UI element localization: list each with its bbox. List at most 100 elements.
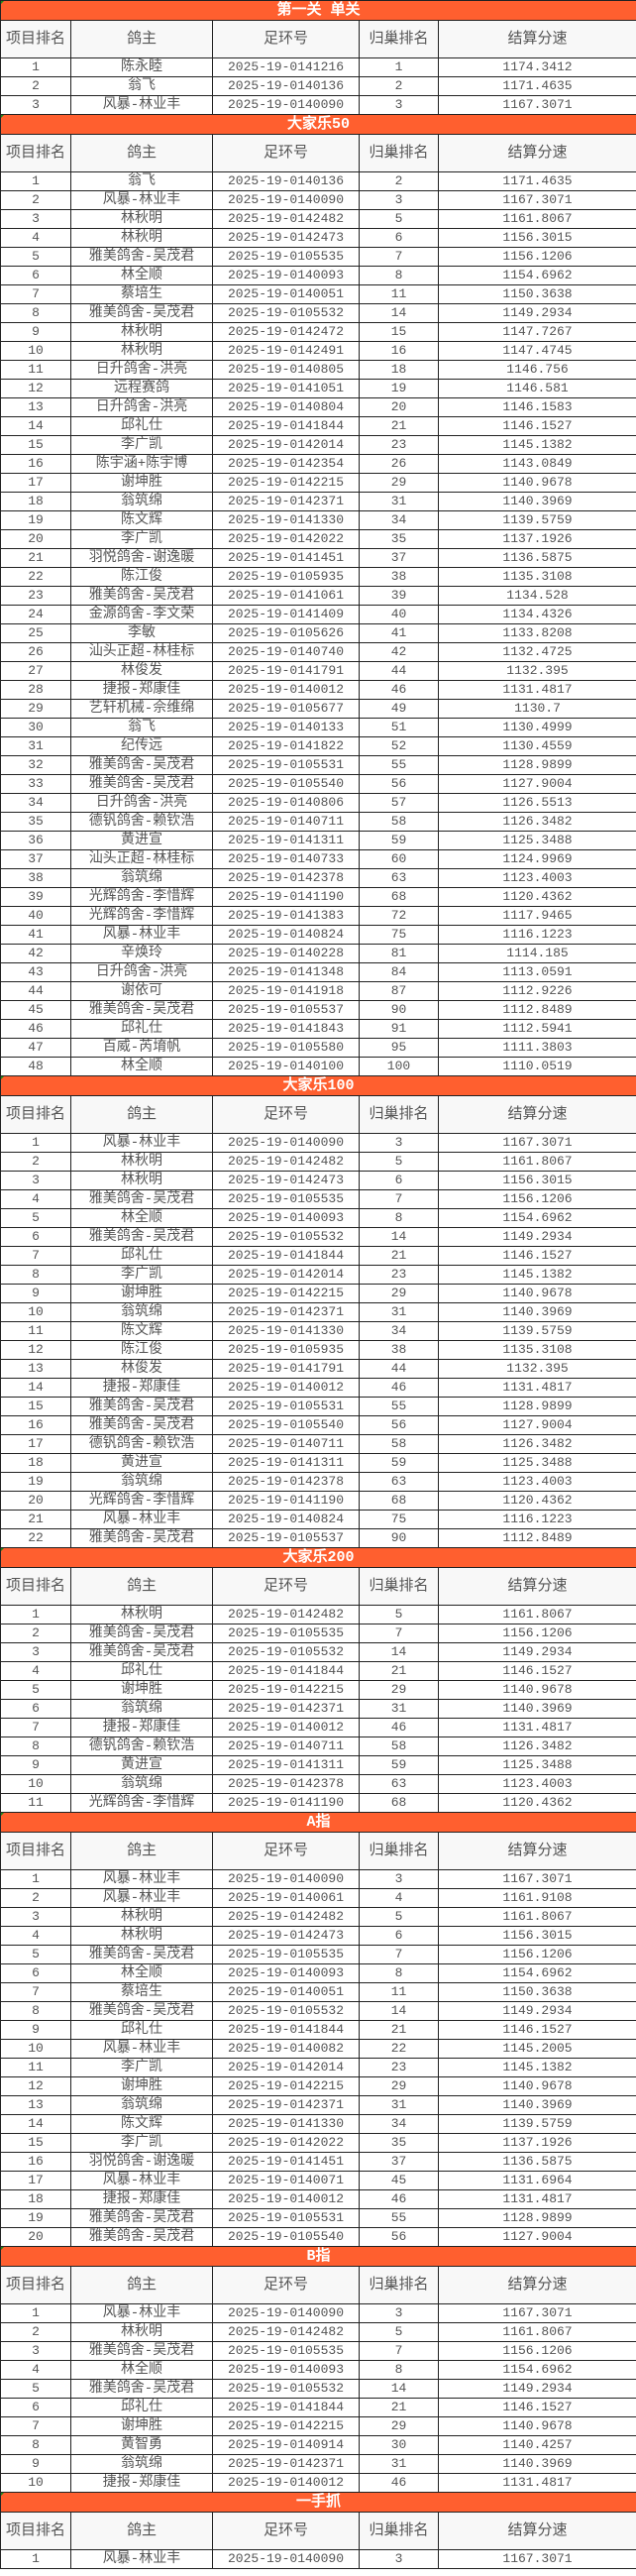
column-header-arrival-rank: 归巢排名 [359, 1832, 439, 1870]
cell-ring-number: 2025-19-0140061 [212, 1888, 360, 1908]
cell-owner: 雅美鸽舍-吴茂君 [70, 2227, 213, 2247]
cell-speed: 1134.4326 [437, 605, 636, 624]
cell-owner: 翁筑绵 [70, 1472, 213, 1492]
cell-rank: 9 [0, 1284, 71, 1303]
cell-arrival-rank: 46 [359, 1378, 439, 1398]
column-header-arrival-rank: 归巢排名 [359, 1095, 439, 1134]
cell-ring-number: 2025-19-0105532 [212, 2379, 360, 2399]
cell-arrival-rank: 30 [359, 2435, 439, 2455]
cell-arrival-rank: 31 [359, 2095, 439, 2115]
table-row: 1 风暴-林业丰 2025-19-0140090 3 1167.3071 [0, 2549, 636, 2569]
cell-owner: 谢坤胜 [70, 2076, 213, 2096]
table-row: 2 风暴-林业丰 2025-19-0140061 4 1161.9108 [0, 1888, 636, 1908]
section-title: 大家乐200 [0, 1547, 636, 1568]
cell-arrival-rank: 7 [359, 2341, 439, 2361]
cell-arrival-rank: 55 [359, 2208, 439, 2228]
table-row: 11 日升鸽舍-洪亮 2025-19-0140805 18 1146.756 [0, 360, 636, 380]
header-row: 项目排名 鸽主 足环号 归巢排名 结算分速 [0, 2266, 636, 2304]
table-row: 7 邱礼仕 2025-19-0141844 21 1146.1527 [0, 1246, 636, 1266]
cell-rank: 40 [0, 906, 71, 926]
column-header-rank: 项目排名 [0, 2512, 71, 2550]
cell-rank: 15 [0, 1397, 71, 1416]
cell-rank: 12 [0, 1340, 71, 1360]
cell-arrival-rank: 44 [359, 1359, 439, 1379]
cell-speed: 1147.4745 [437, 341, 636, 361]
table-row: 33 雅美鸽舍-吴茂君 2025-19-0105540 56 1127.9004 [0, 774, 636, 794]
cell-ring-number: 2025-19-0140093 [212, 1963, 360, 1983]
cell-rank: 42 [0, 944, 71, 963]
table-row: 6 翁筑绵 2025-19-0142371 31 1140.3969 [0, 1699, 636, 1719]
cell-rank: 1 [0, 2549, 71, 2569]
cell-rank: 6 [0, 1699, 71, 1719]
cell-owner: 雅美鸽舍-吴茂君 [70, 2341, 213, 2361]
section-title-row: 大家乐100 [0, 1075, 636, 1096]
cell-owner: 捷报-郑康佳 [70, 1718, 213, 1737]
cell-ring-number: 2025-19-0140012 [212, 2473, 360, 2493]
table-row: 8 雅美鸽舍-吴茂君 2025-19-0105532 14 1149.2934 [0, 2001, 636, 2021]
table-row: 9 谢坤胜 2025-19-0142215 29 1140.9678 [0, 1284, 636, 1303]
cell-rank: 9 [0, 2454, 71, 2474]
table-row: 2 翁飞 2025-19-0140136 2 1171.4635 [0, 76, 636, 96]
cell-rank: 23 [0, 586, 71, 606]
cell-rank: 22 [0, 1528, 71, 1548]
table-row: 17 德钒鸽舍-赖钦浩 2025-19-0140711 58 1126.3482 [0, 1434, 636, 1454]
cell-owner: 日升鸽舍-洪亮 [70, 360, 213, 380]
table-row: 19 翁筑绵 2025-19-0142378 63 1123.4003 [0, 1472, 636, 1492]
cell-ring-number: 2025-19-0140090 [212, 95, 360, 115]
cell-rank: 46 [0, 1019, 71, 1039]
table-row: 9 翁筑绵 2025-19-0142371 31 1140.3969 [0, 2454, 636, 2474]
cell-arrival-rank: 81 [359, 944, 439, 963]
cell-owner: 林全顺 [70, 2360, 213, 2380]
cell-rank: 4 [0, 2360, 71, 2380]
section-title-row: A指 [0, 1812, 636, 1833]
cell-arrival-rank: 22 [359, 2039, 439, 2059]
column-header-owner: 鸽主 [70, 1832, 213, 1870]
cell-arrival-rank: 29 [359, 1680, 439, 1700]
section-title: 一手抓 [0, 2492, 636, 2513]
cell-ring-number: 2025-19-0140012 [212, 1718, 360, 1737]
column-header-speed: 结算分速 [437, 1832, 636, 1870]
cell-speed: 1140.9678 [437, 2076, 636, 2096]
cell-ring-number: 2025-19-0141843 [212, 1019, 360, 1039]
cell-ring-number: 2025-19-0140090 [212, 1869, 360, 1889]
cell-arrival-rank: 55 [359, 1397, 439, 1416]
cell-ring-number: 2025-19-0105531 [212, 2208, 360, 2228]
cell-ring-number: 2025-19-0105532 [212, 2001, 360, 2021]
cell-ring-number: 2025-19-0141330 [212, 510, 360, 530]
cell-rank: 4 [0, 228, 71, 248]
table-row: 13 日升鸽舍-洪亮 2025-19-0140804 20 1146.1583 [0, 397, 636, 417]
cell-rank: 38 [0, 868, 71, 888]
cell-arrival-rank: 75 [359, 925, 439, 945]
cell-arrival-rank: 11 [359, 284, 439, 304]
cell-speed: 1135.3108 [437, 1340, 636, 1360]
cell-rank: 1 [0, 1605, 71, 1624]
cell-rank: 7 [0, 1982, 71, 2002]
cell-owner: 纪传远 [70, 736, 213, 756]
cell-rank: 16 [0, 454, 71, 474]
cell-arrival-rank: 45 [359, 2171, 439, 2190]
cell-speed: 1147.7267 [437, 322, 636, 342]
cell-owner: 风暴-林业丰 [70, 925, 213, 945]
cell-owner: 捷报-郑康佳 [70, 1378, 213, 1398]
cell-rank: 45 [0, 1000, 71, 1020]
cell-speed: 1126.5513 [437, 793, 636, 813]
cell-ring-number: 2025-19-0141190 [212, 1491, 360, 1511]
cell-rank: 2 [0, 1152, 71, 1172]
cell-rank: 15 [0, 435, 71, 455]
header-row: 项目排名 鸽主 足环号 归巢排名 结算分速 [0, 20, 636, 58]
cell-arrival-rank: 31 [359, 1302, 439, 1322]
column-header-rank: 项目排名 [0, 1832, 71, 1870]
cell-speed: 1136.5875 [437, 548, 636, 568]
cell-ring-number: 2025-19-0140733 [212, 849, 360, 869]
table-row: 37 汕头正超-林桂标 2025-19-0140733 60 1124.9969 [0, 849, 636, 869]
cell-speed: 1149.2934 [437, 1642, 636, 1662]
cell-rank: 2 [0, 1888, 71, 1908]
cell-arrival-rank: 100 [359, 1057, 439, 1076]
cell-rank: 3 [0, 1642, 71, 1662]
table-row: 13 翁筑绵 2025-19-0142371 31 1140.3969 [0, 2095, 636, 2115]
cell-owner: 林秋明 [70, 341, 213, 361]
cell-owner: 黄智勇 [70, 2435, 213, 2455]
cell-arrival-rank: 51 [359, 718, 439, 737]
cell-rank: 16 [0, 2152, 71, 2172]
section-title: 第一关 单关 [0, 0, 636, 21]
